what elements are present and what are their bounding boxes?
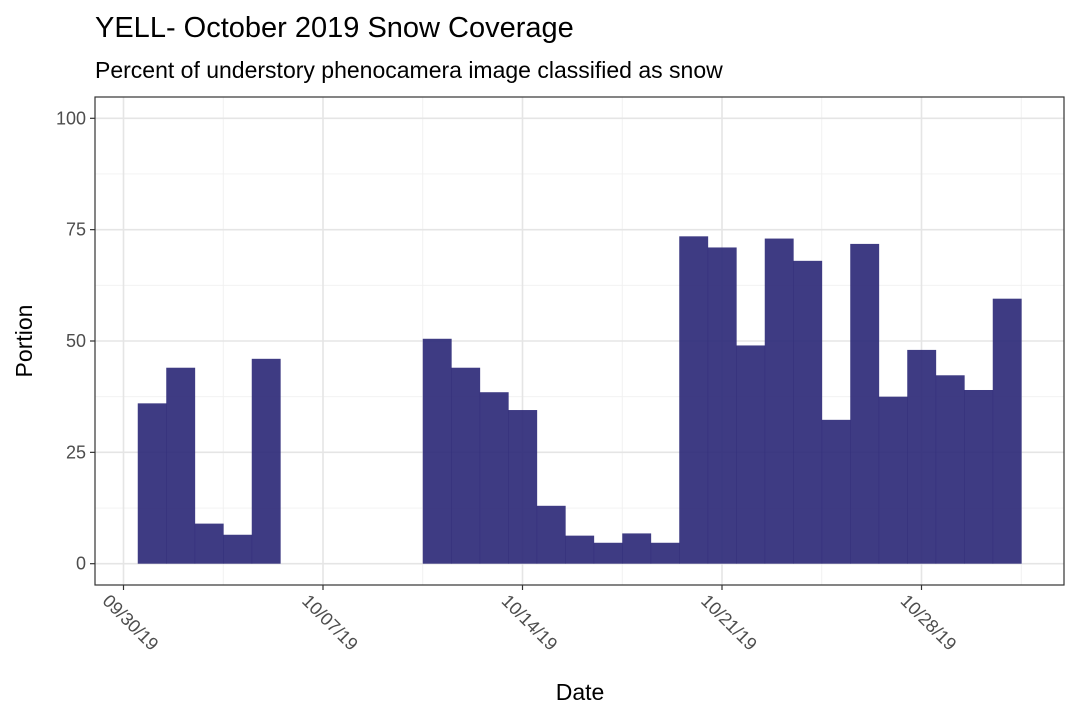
y-axis-title: Portion xyxy=(11,305,37,378)
x-tick-label: 10/28/19 xyxy=(897,591,961,655)
bar xyxy=(793,260,823,564)
y-tick-label: 25 xyxy=(66,442,86,462)
bar xyxy=(194,523,224,564)
bar xyxy=(451,367,481,564)
x-tick-label: 10/14/19 xyxy=(498,591,562,655)
bar xyxy=(935,375,965,564)
bars-layer xyxy=(137,236,1022,564)
bar xyxy=(422,338,452,564)
y-tick-label: 50 xyxy=(66,331,86,351)
bar xyxy=(650,542,680,564)
bar xyxy=(622,533,652,564)
bar xyxy=(992,298,1022,564)
x-tick-label: 10/21/19 xyxy=(697,591,761,655)
bar xyxy=(166,367,196,564)
y-tick-label: 75 xyxy=(66,220,86,240)
x-axis-title: Date xyxy=(556,679,605,705)
bar xyxy=(850,243,880,564)
bar xyxy=(878,396,908,564)
bar xyxy=(479,392,509,564)
bar xyxy=(821,419,851,564)
bar xyxy=(536,505,566,564)
chart-title: YELL- October 2019 Snow Coverage xyxy=(95,12,574,44)
bar xyxy=(223,534,253,564)
bar xyxy=(251,358,281,564)
bar xyxy=(964,389,994,564)
x-tick-label: 10/07/19 xyxy=(298,591,362,655)
bar xyxy=(907,349,937,564)
bar xyxy=(736,345,766,564)
chart-subtitle: Percent of understory phenocamera image … xyxy=(95,57,723,83)
bar xyxy=(764,238,794,564)
bar xyxy=(679,236,709,564)
y-tick-label: 0 xyxy=(76,554,86,574)
x-tick-label: 09/30/19 xyxy=(99,591,163,655)
bar xyxy=(593,542,623,564)
bar xyxy=(565,535,595,564)
bar xyxy=(707,247,737,564)
y-tick-label: 100 xyxy=(56,108,86,128)
bar xyxy=(508,410,538,564)
bar xyxy=(137,403,167,564)
